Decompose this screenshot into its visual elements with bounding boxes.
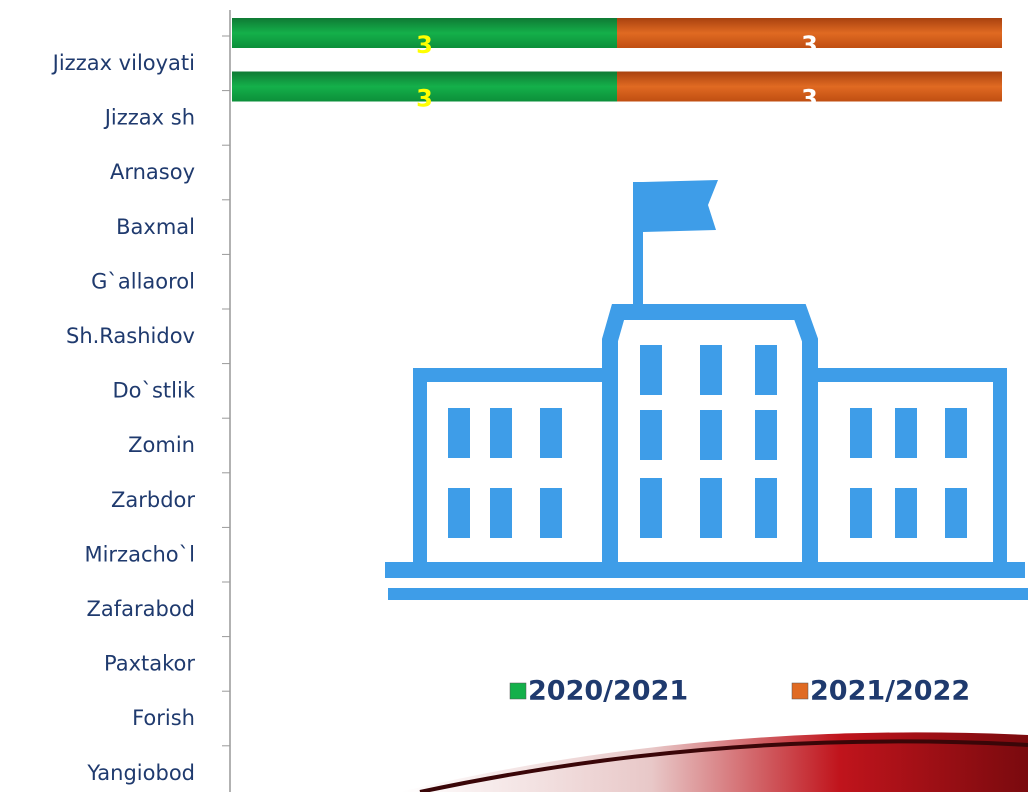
data-label: 3 [416, 85, 433, 113]
bar-segment [232, 18, 617, 48]
bar-segment [617, 18, 1002, 48]
y-tick-label: Zomin [128, 433, 195, 457]
data-label: 3 [416, 31, 433, 59]
bar-segment [617, 71, 1002, 102]
data-label: 3 [801, 31, 818, 59]
y-tick-label: Arnasoy [110, 160, 195, 184]
y-tick-label: G`allaorol [91, 269, 195, 293]
y-tick-label: Sh.Rashidov [66, 324, 195, 348]
y-tick-label: Paxtakor [104, 652, 195, 676]
y-tick-label: Yangiobod [86, 761, 195, 785]
legend-label: 2020/2021 [528, 676, 688, 707]
bar-segment [232, 71, 617, 102]
y-tick-label: Zarbdor [111, 488, 195, 512]
legend-label: 2021/2022 [810, 676, 970, 707]
y-tick-label: Do`stlik [112, 379, 195, 403]
background-swoosh [400, 732, 1028, 792]
y-tick-label: Jizzax sh [103, 106, 195, 130]
data-label: 3 [801, 85, 818, 113]
y-tick-label: Baxmal [116, 215, 195, 239]
legend-swatch [791, 682, 809, 700]
y-tick-label: Jizzax viloyati [51, 51, 195, 75]
y-tick-label: Mirzacho`l [84, 542, 195, 566]
school-icon [385, 180, 1028, 600]
y-tick-label: Zafarabod [86, 597, 195, 621]
y-tick-label: Forish [132, 706, 195, 730]
legend-swatch [509, 682, 527, 700]
